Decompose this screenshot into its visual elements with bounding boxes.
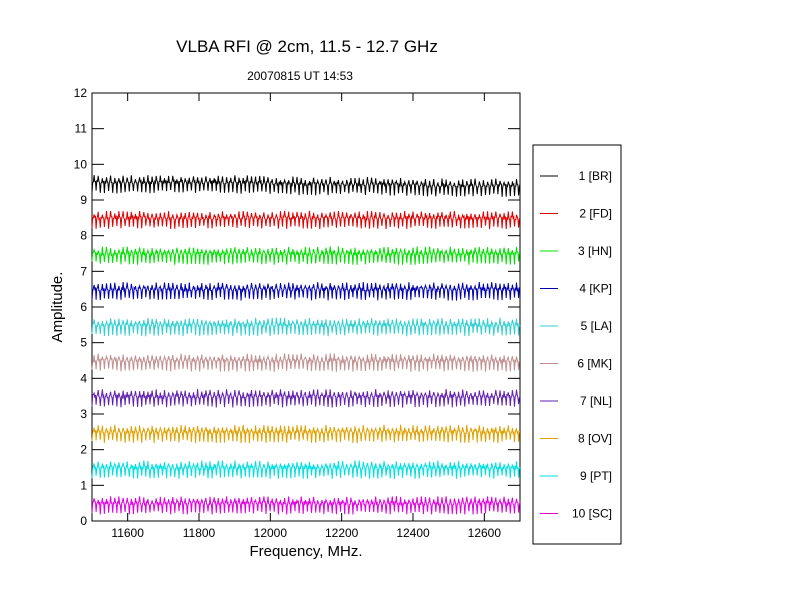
- legend-label: 2 [FD]: [579, 207, 612, 221]
- series-layer: [91, 175, 521, 515]
- y-tick-label: 3: [80, 407, 87, 421]
- x-tick-label: 12000: [254, 526, 288, 540]
- legend-label: 4 [KP]: [579, 282, 612, 296]
- y-tick-label: 8: [80, 229, 87, 243]
- series-line: [91, 282, 521, 301]
- y-tick-label: 12: [74, 86, 88, 100]
- y-tick-label: 11: [75, 122, 88, 136]
- x-tick-label: 12600: [468, 526, 502, 540]
- series-line: [91, 496, 521, 515]
- plot-frame: [91, 92, 521, 522]
- series-line: [91, 175, 521, 197]
- x-tick-label: 12200: [325, 526, 359, 540]
- y-tick-label: 4: [80, 371, 87, 385]
- chart-subtitle: 20070815 UT 14:53: [247, 69, 353, 83]
- legend-label: 5 [LA]: [581, 319, 612, 333]
- series-line: [91, 317, 521, 337]
- legend: 1 [BR] 2 [FD] 3 [HN] 4 [KP] 5 [LA] 6 [MK] 7 [N…: [540, 169, 612, 521]
- legend-label: 6 [MK]: [577, 357, 612, 371]
- y-tick-label: 1: [80, 478, 87, 492]
- legend-box: [532, 144, 622, 545]
- y-tick-label: 7: [80, 264, 87, 278]
- series-line: [91, 388, 521, 408]
- legend-label: 1 [BR]: [579, 169, 612, 183]
- legend-label: 10 [SC]: [572, 507, 612, 521]
- x-tick-label: 11800: [183, 526, 216, 540]
- series-line: [91, 353, 521, 372]
- y-tick-label: 6: [80, 300, 87, 314]
- legend-label: 8 [OV]: [578, 432, 612, 446]
- y-tick-label: 10: [74, 157, 88, 171]
- x-axis-label: Frequency, MHz.: [249, 543, 362, 560]
- series-line: [91, 460, 521, 479]
- y-tick-label: 5: [80, 336, 87, 350]
- legend-label: 7 [NL]: [580, 394, 612, 408]
- y-tick-label: 0: [80, 514, 87, 528]
- y-axis-label: Amplitude.: [49, 272, 66, 343]
- y-tick-label: 2: [80, 443, 87, 457]
- x-tick-label: 12400: [396, 526, 430, 540]
- series-line: [91, 210, 521, 230]
- y-tick-label: 9: [80, 193, 87, 207]
- series-line: [91, 246, 521, 265]
- x-axis: 11600 11800 12000 12200 12400 12600: [111, 93, 501, 540]
- chart-title: VLBA RFI @ 2cm, 11.5 - 12.7 GHz: [176, 37, 438, 56]
- legend-label: 9 [PT]: [580, 469, 612, 483]
- series-line: [91, 424, 520, 444]
- x-tick-label: 11600: [111, 526, 144, 540]
- legend-label: 3 [HN]: [578, 244, 612, 258]
